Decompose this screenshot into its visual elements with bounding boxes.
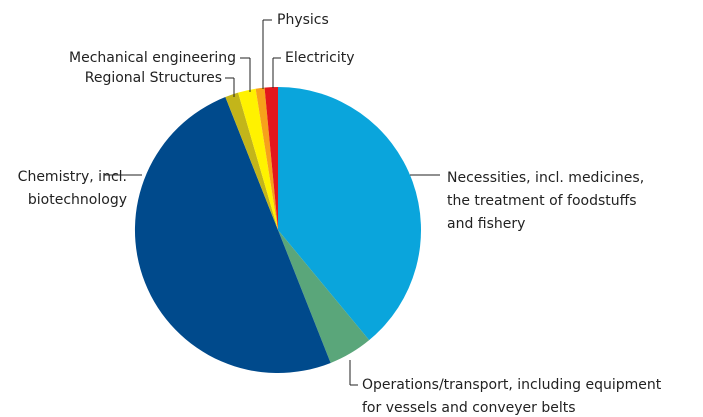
- slice-label: Necessities, incl. medicines, the treatme…: [447, 170, 644, 232]
- slice-label: Physics: [277, 12, 329, 28]
- slice-label: Electricity: [285, 50, 355, 66]
- slice-label: Regional Structures: [85, 70, 222, 86]
- pie-slice: [238, 88, 278, 231]
- slice-label: Mechanical engineering: [69, 50, 236, 66]
- slice-label: Chemistry, incl. biotechnology: [18, 169, 127, 208]
- label-line: biotechnology: [28, 192, 127, 208]
- label-line: Chemistry, incl.: [18, 169, 127, 185]
- pie-slice: [225, 92, 278, 230]
- pie-slice: [264, 87, 278, 230]
- label-line: and fishery: [447, 216, 525, 232]
- pie-slice: [278, 230, 370, 363]
- slice-label: Operations/transport, including equipmen…: [362, 377, 662, 416]
- label-line: Operations/transport, including equipmen…: [362, 377, 662, 393]
- label-line: Mechanical engineering: [69, 50, 236, 66]
- label-line: Necessities, incl. medicines,: [447, 170, 644, 186]
- pie-slice: [255, 87, 278, 230]
- label-line: for vessels and conveyer belts: [362, 400, 576, 416]
- pie-slice: [278, 87, 421, 341]
- label-line: Physics: [277, 12, 329, 28]
- label-line: the treatment of foodstuffs: [447, 193, 637, 209]
- label-line: Electricity: [285, 50, 355, 66]
- label-line: Regional Structures: [85, 70, 222, 86]
- pie-slice: [134, 97, 331, 374]
